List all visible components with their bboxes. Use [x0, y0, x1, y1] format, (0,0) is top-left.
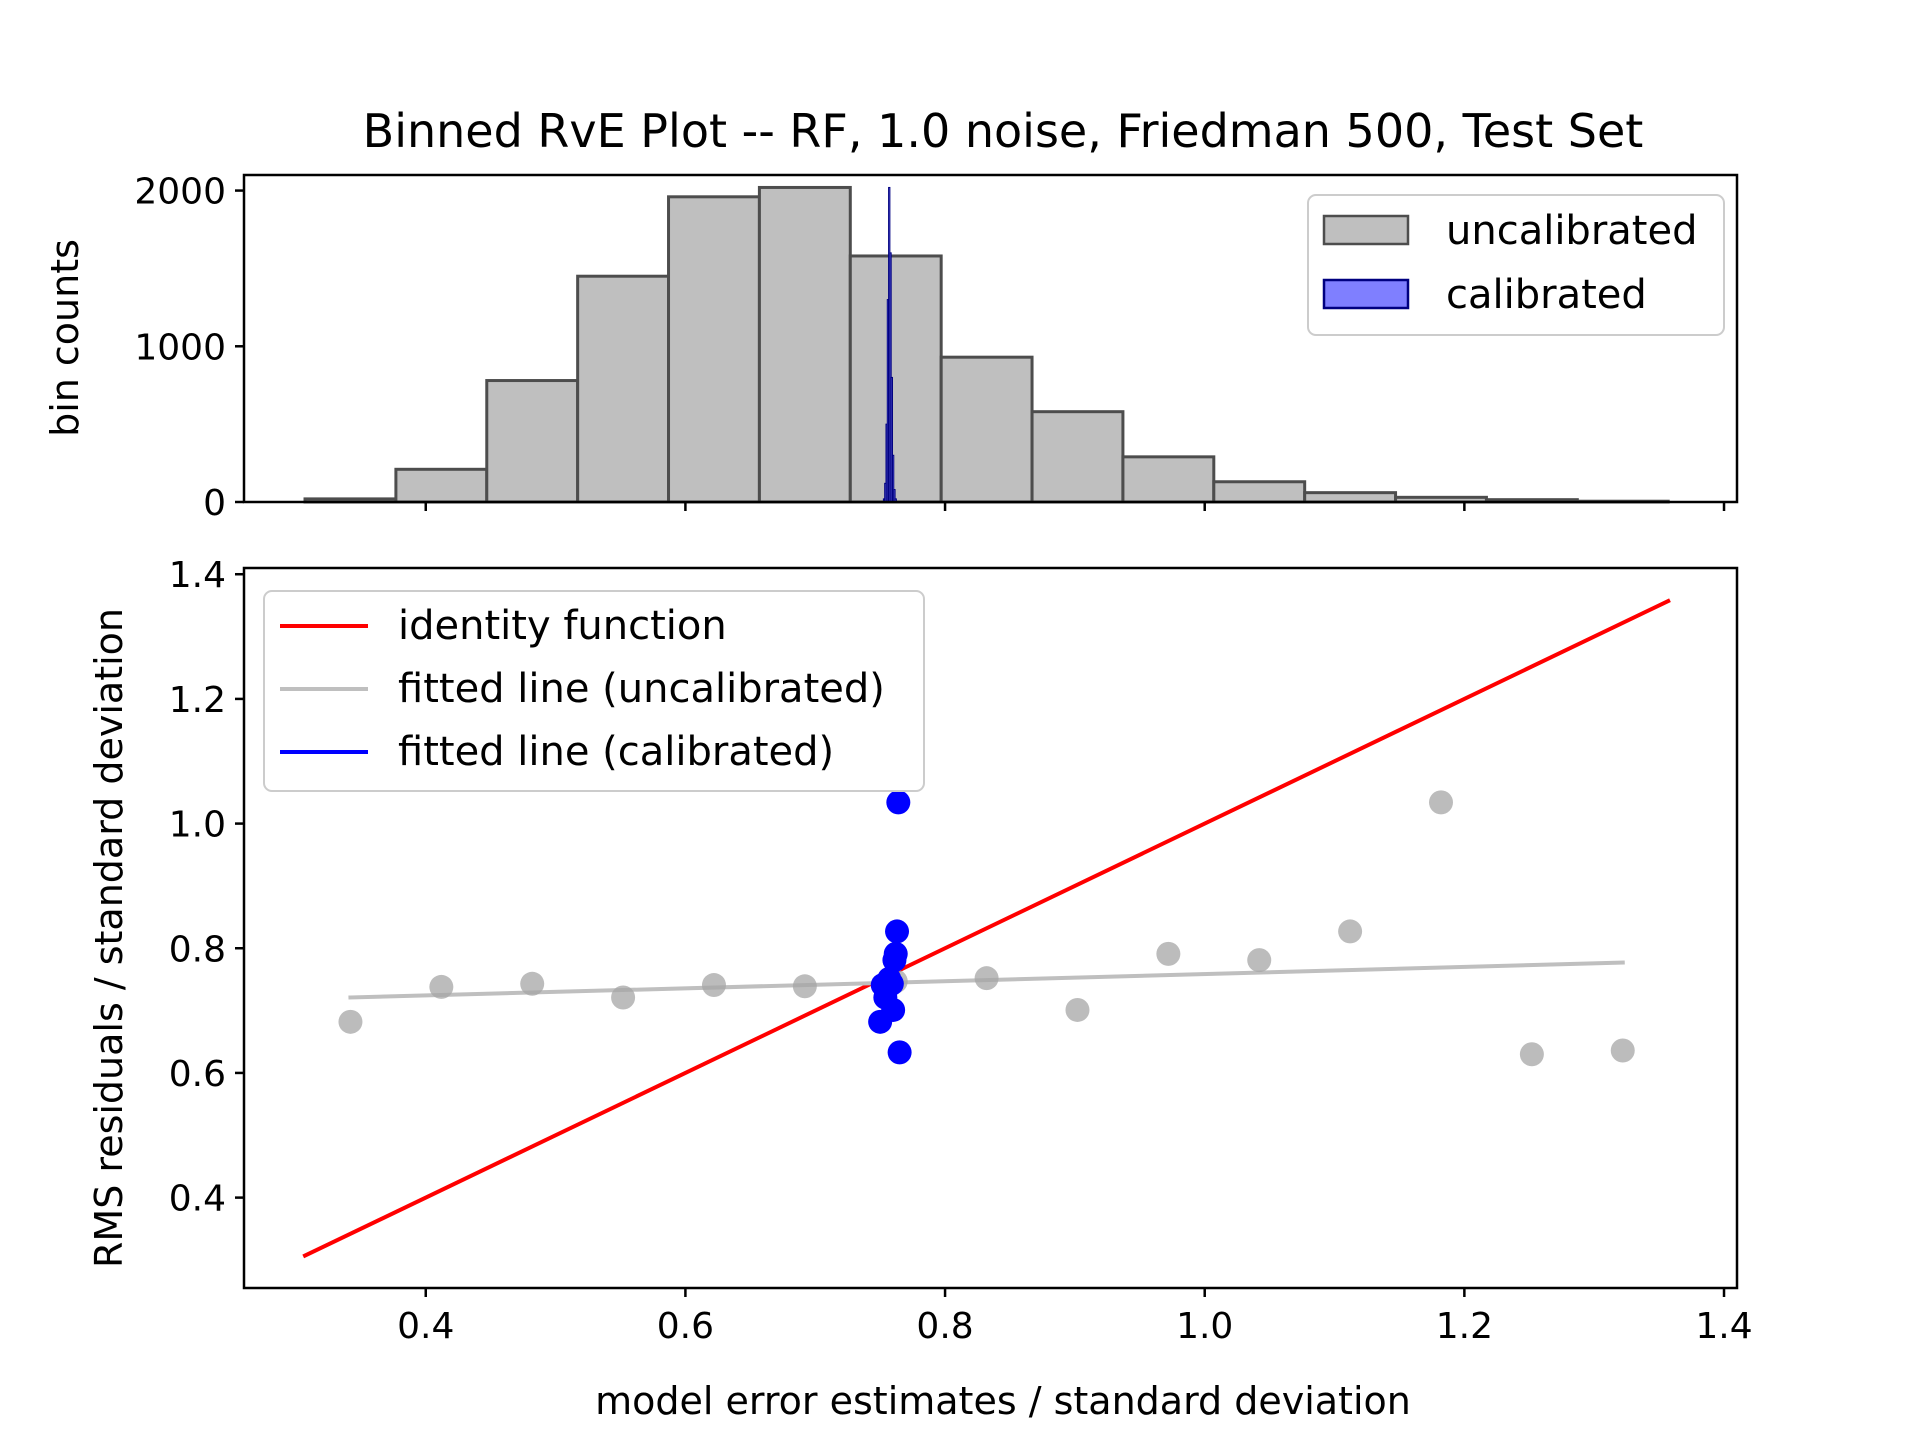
uncalibrated-data-point	[1338, 919, 1363, 944]
calibrated-data-point	[887, 1040, 912, 1065]
legend-uncalibrated-label: uncalibrated	[1446, 208, 1697, 254]
rve-scatter-plot	[302, 598, 1671, 1259]
legend-calibrated-swatch	[1322, 278, 1410, 310]
rve-y-tick-label: 1.0	[169, 805, 226, 846]
rve-scatter-axes: 0.4 0.6 0.8 1.0 1.2 1.4 0.4 0.6 0.8 1.0 1.2 1.4	[169, 555, 1753, 1347]
rve-legend-box	[263, 590, 925, 792]
histogram-bars	[303, 185, 1670, 504]
uncalibrated-histogram-bar	[1212, 480, 1307, 504]
chart-title: Binned RvE Plot -- RF, 1.0 noise, Friedm…	[363, 104, 1644, 158]
rve-scatter-panel: 0.4 0.6 0.8 1.0 1.2 1.4 0.4 0.6 0.8 1.0 1.2 1.4 mod…	[87, 555, 1753, 1423]
uncalibrated-histogram-bar	[848, 254, 943, 504]
histogram-y-tick-label: 0	[203, 483, 226, 524]
legend-fit-uncalibrated-label: fitted line (uncalibrated)	[398, 666, 885, 712]
histogram-panel: 0 1000 2000 bin counts uncalibrated calibr…	[43, 172, 1739, 524]
uncalibrated-histogram-bar	[1303, 491, 1398, 504]
calibrated-data-point	[883, 941, 908, 966]
legend-fit-calibrated-label: fitted line (calibrated)	[398, 729, 834, 775]
rve-y-tick-label: 0.6	[169, 1054, 226, 1095]
histogram-y-tick-label: 2000	[134, 172, 226, 213]
histogram-axes: 0 1000 2000	[134, 172, 1739, 524]
uncalibrated-data-point	[429, 974, 454, 999]
uncalibrated-histogram-bar	[939, 355, 1034, 504]
histogram-legend: uncalibrated calibrated	[1307, 194, 1725, 336]
legend-uncalibrated-swatch	[1322, 214, 1410, 246]
histogram-y-tick-label: 1000	[134, 327, 226, 368]
rve-legend: identity function fitted line (uncalibra…	[263, 590, 925, 792]
uncalibrated-data-point	[1610, 1038, 1635, 1063]
uncalibrated-histogram-bar	[394, 467, 489, 504]
rve-x-tick-label: 0.6	[657, 1306, 714, 1347]
uncalibrated-histogram-bar	[757, 185, 852, 504]
uncalibrated-histogram-bar	[1030, 410, 1125, 504]
histogram-y-axis-label: bin counts	[43, 239, 87, 437]
rve-x-axis-label: model error estimates / standard deviati…	[595, 1379, 1411, 1423]
legend-calibrated-label: calibrated	[1446, 272, 1647, 318]
histogram-legend-box	[1307, 194, 1725, 336]
calibrated-data-point	[886, 790, 911, 815]
calibrated-data-point	[885, 919, 910, 944]
legend-identity-label: identity function	[398, 603, 727, 649]
uncalibrated-data-point	[701, 973, 726, 998]
rve-y-tick-label: 1.2	[169, 680, 226, 721]
rve-y-tick-label: 0.4	[169, 1179, 226, 1220]
uncalibrated-data-point	[1519, 1042, 1544, 1067]
rve-x-tick-label: 0.4	[397, 1306, 454, 1347]
rve-x-tick-label: 1.4	[1695, 1306, 1752, 1347]
uncalibrated-histogram-bar	[576, 274, 671, 504]
uncalibrated-data-point	[1428, 790, 1453, 815]
uncalibrated-data-point	[338, 1009, 363, 1034]
rve-x-tick-label: 1.0	[1176, 1306, 1233, 1347]
uncalibrated-data-point	[974, 966, 999, 991]
rve-y-tick-label: 0.8	[169, 929, 226, 970]
rve-x-tick-label: 1.2	[1436, 1306, 1493, 1347]
calibrated-data-point	[879, 971, 904, 996]
histogram-frame	[242, 173, 1739, 504]
uncalibrated-data-point	[1065, 997, 1090, 1022]
calibrated-data-point	[881, 997, 906, 1022]
rve-y-axis-label: RMS residuals / standard deviation	[87, 608, 131, 1268]
rve-frame	[242, 566, 1739, 1290]
identity-line	[302, 598, 1671, 1259]
uncalibrated-data-point	[1156, 941, 1181, 966]
uncalibrated-histogram-bar	[667, 195, 761, 504]
rve-x-tick-label: 0.8	[916, 1306, 973, 1347]
uncalibrated-histogram-bar	[1121, 455, 1216, 504]
rve-y-tick-label: 1.4	[169, 555, 226, 596]
uncalibrated-data-point	[1247, 948, 1272, 973]
uncalibrated-histogram-bar	[485, 379, 580, 504]
uncalibrated-data-point	[792, 974, 817, 999]
uncalibrated-data-point	[611, 985, 636, 1010]
uncalibrated-data-point	[520, 971, 545, 996]
